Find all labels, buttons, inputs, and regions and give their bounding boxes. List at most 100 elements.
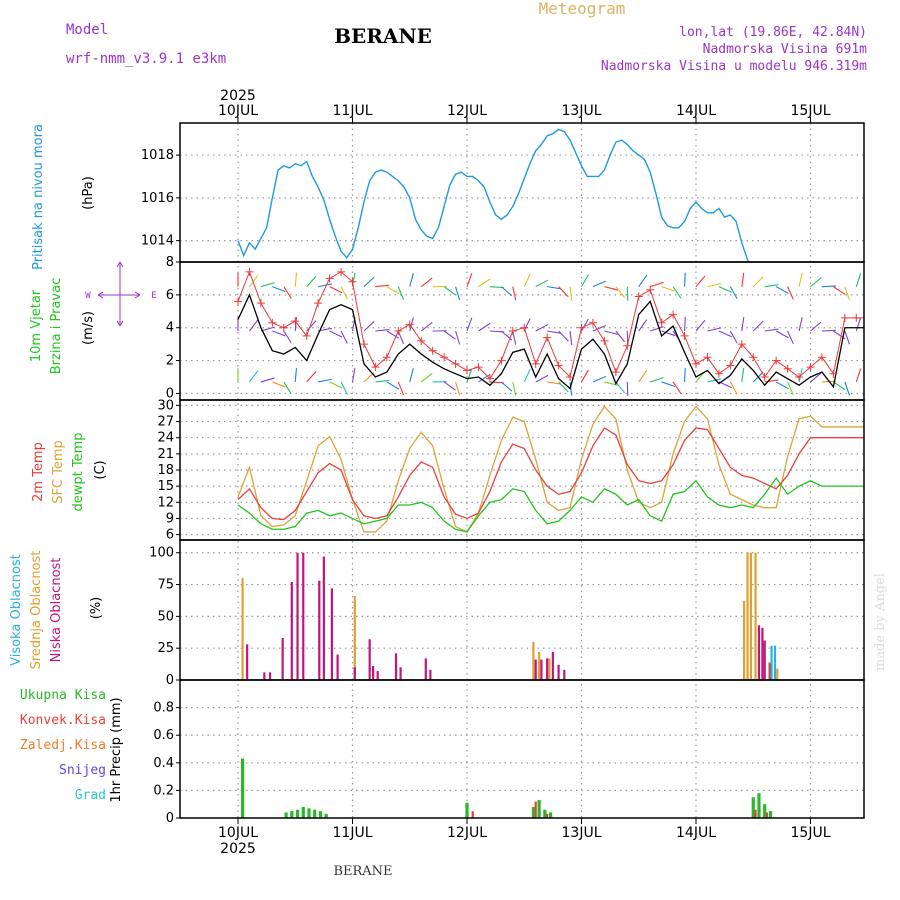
gust-marker bbox=[302, 331, 311, 340]
precip-total-bar bbox=[295, 809, 300, 818]
precip-conv-bar bbox=[546, 813, 549, 818]
wind-barb bbox=[272, 381, 286, 388]
mid-cloud-bar bbox=[749, 552, 753, 680]
gust-marker bbox=[783, 364, 792, 373]
gust-marker bbox=[646, 285, 655, 294]
high-cloud-bar bbox=[770, 645, 773, 680]
y-tick-label: 0.6 bbox=[153, 728, 174, 743]
wind-barb bbox=[466, 273, 473, 287]
precip-total-bar bbox=[318, 811, 323, 818]
gust-marker bbox=[314, 299, 323, 308]
low-cloud-bar bbox=[376, 671, 379, 680]
wind-barb bbox=[443, 286, 456, 296]
low-cloud-bar bbox=[368, 639, 371, 680]
wind-speed-line bbox=[237, 293, 864, 390]
wind-barb bbox=[397, 286, 405, 300]
gust-marker bbox=[600, 336, 609, 345]
wind-barb bbox=[340, 381, 348, 395]
gust-marker bbox=[474, 363, 483, 372]
mid-cloud-bar bbox=[742, 601, 746, 680]
gust-marker bbox=[566, 373, 575, 381]
gust-marker bbox=[657, 318, 666, 327]
wind-barb bbox=[729, 330, 738, 344]
gust-marker bbox=[531, 359, 540, 368]
x-tick-label-bottom: 11JUL bbox=[333, 825, 373, 841]
wind-barb bbox=[306, 320, 317, 332]
x-tick-label-top: 15JUL bbox=[791, 103, 831, 119]
y-tick-label: 0.4 bbox=[153, 756, 174, 771]
wind-barb bbox=[535, 374, 549, 383]
wind-barb bbox=[272, 286, 286, 293]
mid-cloud-bar bbox=[241, 578, 244, 680]
precip-total-bar bbox=[307, 808, 311, 818]
gust-marker bbox=[554, 361, 563, 370]
low-cloud-bar bbox=[302, 552, 305, 680]
wind-barb bbox=[707, 327, 722, 332]
low-cloud-bar bbox=[429, 669, 432, 680]
wind-barb bbox=[500, 381, 513, 392]
wind-barb bbox=[615, 381, 626, 394]
wind-barb bbox=[844, 330, 850, 345]
wind-barb bbox=[787, 330, 794, 345]
y-tick-label: 27 bbox=[157, 415, 174, 430]
low-cloud-bar bbox=[546, 658, 549, 680]
wind-barb bbox=[752, 276, 764, 288]
wind-barb bbox=[375, 284, 390, 288]
wind-barb bbox=[329, 286, 343, 294]
x-tick-label-bottom: 13JUL bbox=[562, 825, 602, 841]
gust-marker bbox=[497, 356, 506, 365]
watermark: made by Angel bbox=[873, 573, 888, 671]
wind-barb bbox=[604, 286, 619, 291]
wind-ylabel-1: 10m Vjetar bbox=[29, 289, 44, 362]
mid-cloud-bar bbox=[538, 652, 541, 680]
plot-layer bbox=[180, 128, 879, 819]
wind-barb bbox=[558, 330, 569, 342]
gust-marker bbox=[760, 373, 769, 381]
wind-barb bbox=[638, 274, 648, 287]
wind-barb bbox=[500, 330, 513, 341]
wind-barb bbox=[249, 319, 259, 332]
wind-barb bbox=[397, 381, 405, 396]
temp-ylabel-1: 2m Temp bbox=[31, 442, 46, 502]
wind-barb bbox=[650, 377, 664, 383]
low-cloud-bar bbox=[757, 625, 761, 680]
gust-marker bbox=[348, 277, 357, 286]
wind-barb bbox=[547, 330, 562, 334]
wind-barb bbox=[684, 316, 686, 332]
y-tick-label: 8 bbox=[166, 255, 174, 270]
wind-barb bbox=[500, 286, 513, 297]
gust-marker bbox=[279, 323, 288, 332]
wind-barb bbox=[868, 279, 879, 287]
wind-barb bbox=[478, 322, 491, 332]
wind-barb bbox=[363, 276, 375, 288]
wind-barb bbox=[329, 381, 343, 389]
gust-marker bbox=[325, 274, 334, 283]
low-cloud-bar bbox=[551, 652, 554, 680]
wind-barb bbox=[272, 330, 286, 337]
low-cloud-bar bbox=[263, 672, 266, 680]
axis-layer: 1014101610180246869121518212427300255075… bbox=[141, 103, 865, 841]
y-tick-label: 21 bbox=[157, 447, 174, 462]
wind-barb bbox=[821, 329, 836, 332]
low-cloud-bar bbox=[330, 588, 333, 680]
wind-barb bbox=[581, 318, 589, 332]
y-tick-label: 50 bbox=[157, 609, 174, 624]
wind-barb bbox=[283, 381, 292, 395]
wind-barb bbox=[684, 272, 686, 287]
y-tick-label: 6 bbox=[166, 288, 174, 303]
precip-total-bar bbox=[324, 813, 328, 818]
wind-barb bbox=[558, 381, 569, 393]
wind-barb bbox=[523, 369, 531, 383]
mid-cloud-bar bbox=[746, 552, 749, 680]
wind-barb bbox=[695, 319, 706, 332]
wind-barb bbox=[249, 370, 259, 383]
elevation-label: Nadmorska Visina 691m bbox=[703, 42, 868, 57]
low-cloud-bar bbox=[563, 669, 566, 680]
wind-barb bbox=[810, 277, 822, 288]
wind-barb bbox=[397, 330, 405, 345]
gust-marker bbox=[714, 369, 723, 378]
gust-marker bbox=[623, 341, 632, 350]
legend-frozen: Zaledj.Kisa bbox=[20, 738, 106, 753]
mid-cloud-bar bbox=[548, 658, 551, 680]
wind-barb bbox=[478, 373, 491, 383]
